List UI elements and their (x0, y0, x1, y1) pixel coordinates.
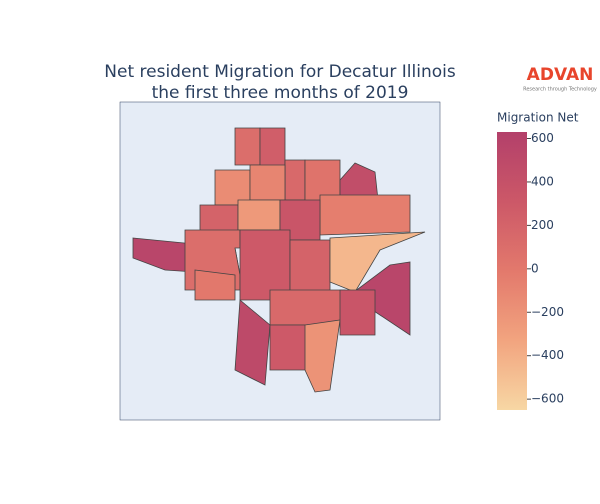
region (194, 269, 236, 301)
colorbar-title: Migration Net (497, 111, 579, 125)
region (269, 289, 346, 326)
region (319, 194, 411, 236)
chart-title: Net resident Migration for Decatur Illin… (104, 62, 456, 82)
region (199, 204, 239, 233)
region (304, 319, 341, 393)
colorbar-tick-label: 600 (531, 131, 554, 145)
region (239, 229, 291, 301)
colorbar (497, 132, 527, 410)
region (234, 299, 271, 386)
region (339, 289, 376, 336)
region (259, 127, 286, 171)
regions (132, 127, 426, 393)
region (284, 159, 306, 201)
colorbar-tick-label: −200 (531, 305, 564, 319)
region (269, 324, 311, 371)
colorbar-tick-label: −400 (531, 348, 564, 362)
region (237, 199, 281, 231)
region (349, 261, 411, 336)
region (234, 127, 261, 166)
colorbar-tick-label: 400 (531, 174, 554, 188)
colorbar-tick-label: −600 (531, 392, 564, 406)
region (329, 231, 426, 293)
colorbar-tick-label: 200 (531, 218, 554, 232)
colorbar-tick-label: 0 (531, 261, 539, 275)
region (249, 164, 286, 201)
logo: ADVAN (527, 65, 594, 85)
logo-tagline: Research through Technology (523, 87, 597, 93)
chart-title: the first three months of 2019 (152, 83, 409, 103)
